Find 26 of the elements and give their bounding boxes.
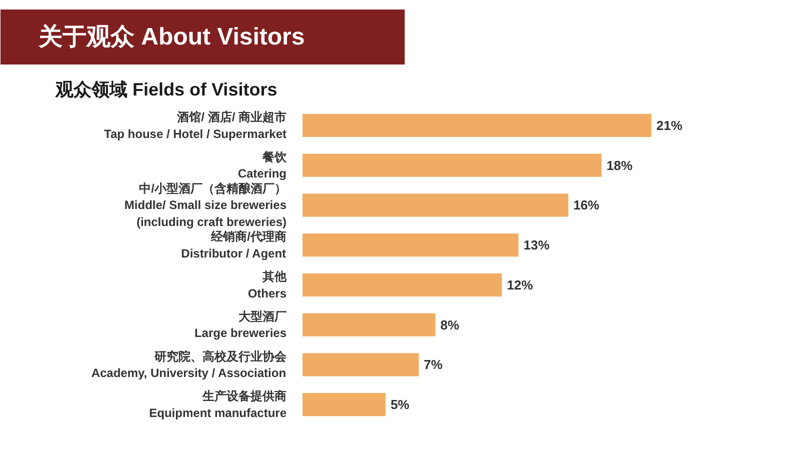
y-tick-label: 其他 Others xyxy=(248,270,288,300)
bar xyxy=(302,393,386,416)
y-tick-label: 餐饮 Catering xyxy=(238,150,288,181)
bar xyxy=(302,194,568,217)
y-tick-label: 生产设备提供商 Equipment manufacture xyxy=(149,389,287,420)
data-label: 12% xyxy=(506,277,534,292)
bar xyxy=(302,273,502,296)
chart-title: 关于观众 About Visitors xyxy=(38,24,305,50)
data-label: 7% xyxy=(424,357,444,372)
data-label: 5% xyxy=(390,397,410,412)
bar xyxy=(302,234,518,257)
bar xyxy=(302,313,436,336)
bar xyxy=(302,154,602,177)
data-label: 18% xyxy=(606,158,634,173)
data-label: 8% xyxy=(440,317,460,332)
y-tick-label: 大型酒厂 Large breweries xyxy=(194,309,287,340)
data-label: 16% xyxy=(573,198,600,213)
chart-subtitle: 观众领域 Fields of Visitors xyxy=(54,80,278,100)
y-tick-label: 中/小型酒厂（含精酿酒厂） Middle/ Small size breweries (including craft breweries) xyxy=(124,181,287,229)
data-label: 13% xyxy=(523,238,550,253)
bar xyxy=(302,114,652,137)
bar xyxy=(302,353,419,376)
y-tick-label: 研究院、高校及行业协会 Academy, University / Association xyxy=(91,349,288,380)
y-tick-label: 经销商/代理商 Distributor / Agent xyxy=(181,230,287,260)
y-tick-label: 酒馆/ 酒店/ 商业超市 Tap house / Hotel / Supermarket xyxy=(104,110,287,141)
data-label: 21% xyxy=(656,118,683,133)
